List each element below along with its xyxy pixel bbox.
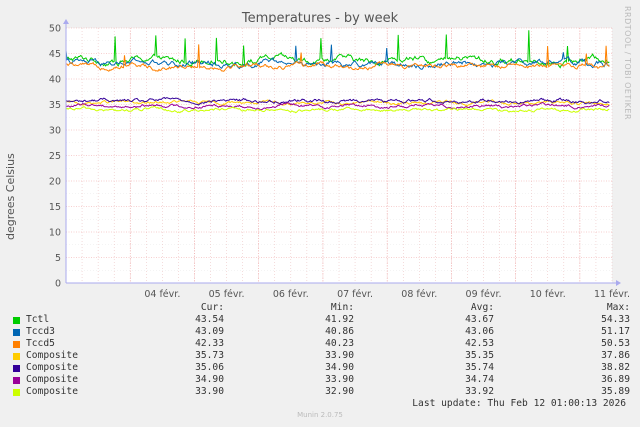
- series-line-7: [65, 105, 610, 114]
- legend: Cur: Min: Avg: Max: Tctl 43.54 41.92 43.67 5…: [10, 302, 630, 398]
- legend-avg-value: 42.53: [465, 338, 494, 349]
- legend-avg-value: 33.92: [465, 386, 494, 397]
- x-tick-label: 09 févr.: [466, 289, 502, 300]
- x-tick-label: 06 févr.: [273, 289, 309, 300]
- legend-swatch: [13, 340, 20, 348]
- legend-avg-value: 34.74: [465, 374, 494, 385]
- legend-header-max: Max:: [606, 302, 630, 313]
- y-tick-label: 30: [49, 126, 61, 137]
- legend-row: Tccd3 43.09 40.86 43.06 51.17: [10, 326, 630, 338]
- legend-series-name: Composite: [26, 350, 78, 361]
- legend-row: Tccd5 42.33 40.23 42.53 50.53: [10, 338, 630, 350]
- series-line-5: [65, 96, 610, 106]
- legend-avg-value: 43.06: [465, 326, 494, 337]
- legend-header-row: Cur: Min: Avg: Max:: [10, 302, 630, 314]
- legend-min-value: 40.23: [325, 338, 354, 349]
- legend-cur-value: 43.09: [195, 326, 224, 337]
- legend-row: Composite 35.73 33.90 35.35 37.86: [10, 350, 630, 362]
- x-tick-label: 11 févr.: [594, 289, 630, 300]
- y-tick-label: 35: [49, 100, 61, 111]
- x-tick-label: 10 févr.: [530, 289, 566, 300]
- legend-min-value: 33.90: [325, 374, 354, 385]
- legend-header-avg: Avg:: [470, 302, 494, 313]
- y-tick-label: 0: [55, 279, 61, 290]
- y-tick-label: 5: [55, 253, 61, 264]
- legend-swatch: [13, 316, 20, 324]
- y-tick-label: 15: [49, 202, 61, 213]
- legend-max-value: 38.82: [601, 362, 630, 373]
- legend-max-value: 36.89: [601, 374, 630, 385]
- legend-swatch: [13, 352, 20, 360]
- legend-cur-value: 34.90: [195, 374, 224, 385]
- x-tick-label: 07 févr.: [337, 289, 373, 300]
- legend-swatch: [13, 388, 20, 396]
- legend-row: Composite 33.90 32.90 33.92 35.89: [10, 386, 630, 398]
- legend-series-name: Composite: [26, 386, 78, 397]
- y-tick-label: 10: [49, 228, 61, 239]
- munin-footer: Munin 2.0.75: [297, 411, 343, 419]
- legend-min-value: 41.92: [325, 314, 354, 325]
- x-tick-label: 08 févr.: [401, 289, 437, 300]
- legend-cur-value: 33.90: [195, 386, 224, 397]
- legend-row: Tctl 43.54 41.92 43.67 54.33: [10, 314, 630, 326]
- y-axis-arrow: [63, 19, 69, 24]
- legend-min-value: 32.90: [325, 386, 354, 397]
- legend-swatch: [13, 376, 20, 384]
- legend-max-value: 51.17: [601, 326, 630, 337]
- legend-series-name: Tccd5: [26, 338, 55, 349]
- legend-min-value: 34.90: [325, 362, 354, 373]
- legend-series-name: Tctl: [26, 314, 50, 325]
- chart-title: Temperatures - by week: [241, 11, 399, 26]
- legend-series-name: Composite: [26, 374, 78, 385]
- legend-cur-value: 43.54: [195, 314, 224, 325]
- legend-avg-value: 35.35: [465, 350, 494, 361]
- legend-series-name: Tccd3: [26, 326, 55, 337]
- legend-max-value: 54.33: [601, 314, 630, 325]
- chart-plot: 0 5 10 15 20 25 30 35 40 45 50 04 févr. 05 févr. 06 f…: [49, 19, 630, 300]
- y-tick-label: 40: [49, 75, 61, 86]
- legend-max-value: 35.89: [601, 386, 630, 397]
- legend-row: Composite 34.90 33.90 34.74 36.89: [10, 374, 630, 386]
- legend-avg-value: 43.67: [465, 314, 494, 325]
- legend-avg-value: 35.74: [465, 362, 494, 373]
- legend-cur-value: 42.33: [195, 338, 224, 349]
- legend-row: Composite 35.06 34.90 35.74 38.82: [10, 362, 630, 374]
- last-update: Last update: Thu Feb 12 01:00:13 2026: [412, 398, 626, 409]
- legend-cur-value: 35.06: [195, 362, 224, 373]
- x-tick-label: 05 févr.: [209, 289, 245, 300]
- y-tick-label: 20: [49, 177, 61, 188]
- y-tick-label: 25: [49, 151, 61, 162]
- x-axis-arrow: [616, 280, 621, 286]
- legend-min-value: 33.90: [325, 350, 354, 361]
- series-line-3: [66, 44, 610, 72]
- legend-header-cur: Cur:: [200, 302, 224, 313]
- series-line-6: [65, 101, 610, 111]
- y-tick-label: 45: [49, 49, 61, 60]
- x-tick-label: 04 févr.: [144, 289, 180, 300]
- legend-swatch: [13, 328, 20, 336]
- y-tick-label: 50: [49, 24, 61, 35]
- series-line-2: [65, 44, 610, 70]
- legend-max-value: 50.53: [601, 338, 630, 349]
- legend-max-value: 37.86: [601, 350, 630, 361]
- legend-header-min: Min:: [330, 302, 354, 313]
- series-line-1: [65, 30, 610, 69]
- legend-series-name: Composite: [26, 362, 78, 373]
- legend-swatch: [13, 364, 20, 372]
- legend-min-value: 40.86: [325, 326, 354, 337]
- legend-cur-value: 35.73: [195, 350, 224, 361]
